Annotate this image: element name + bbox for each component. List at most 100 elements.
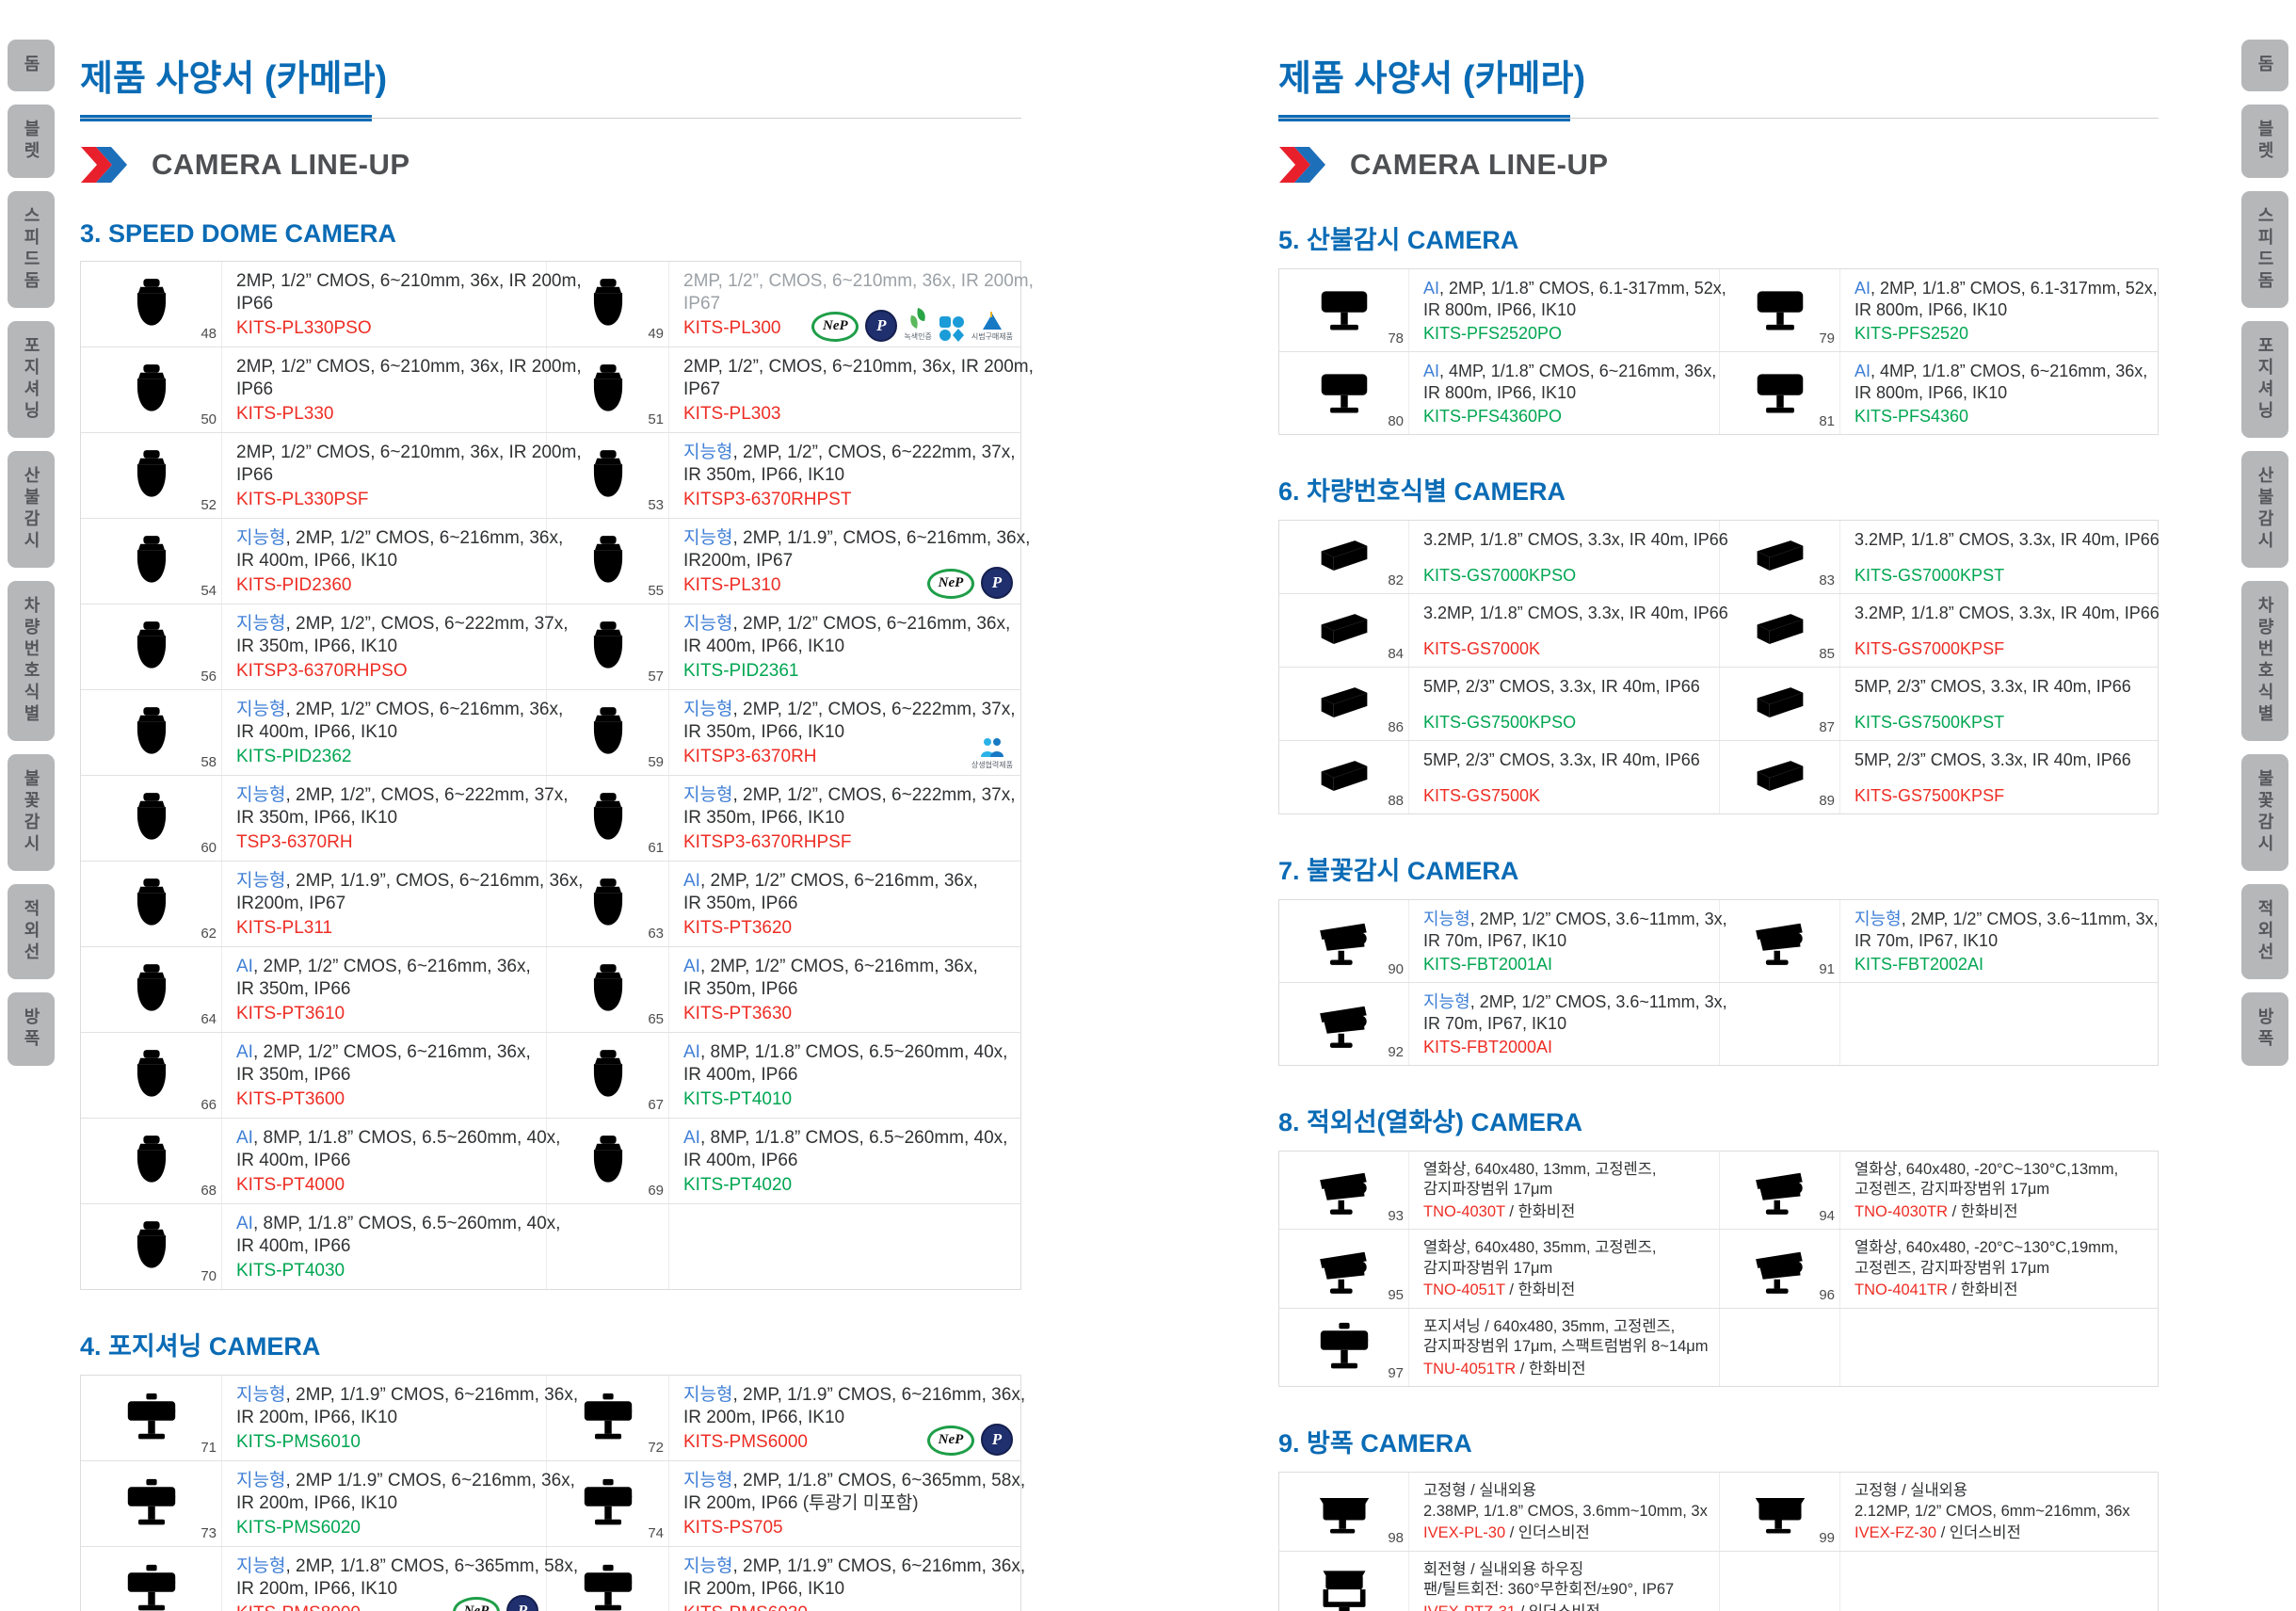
sidebar-tab-스피드돔[interactable]: 스피드돔 — [2241, 191, 2288, 308]
sidebar-tab-돔[interactable]: 돔 — [8, 40, 55, 91]
spec-cell: 지능형, 2MP, 1/2” CMOS, 6~216mm, 36x, IR 40… — [222, 689, 564, 775]
spec-text: 지능형, 2MP, 1/2” CMOS, 6~216mm, 36x, — [236, 699, 564, 719]
lineup-header: CAMERA LINE-UP — [80, 146, 1021, 184]
camera-image-cell: 80 — [1279, 351, 1409, 434]
spec-cell — [1840, 983, 2158, 1065]
model-number: IVEX-FZ-30 / 인더스비전 — [1854, 1524, 2021, 1542]
camera-image-box — [1752, 604, 1808, 656]
camera-image-cell: 67 — [547, 1032, 669, 1118]
table-row: 54 지능형, 2MP, 1/2” CMOS, 6~216mm, 36x, IR… — [81, 518, 1030, 604]
spec-text-line2: 2.38MP, 1/1.8” CMOS, 3.6mm~10mm, 3x — [1423, 1502, 1708, 1520]
camera-image-pos — [580, 1563, 636, 1611]
table-row: 82 3.2MP, 1/1.8” CMOS, 3.3x, IR 40m, IP6… — [1279, 520, 2160, 594]
row-number: 83 — [1819, 572, 1835, 588]
spec-text-line2: IR 350m, IP66, IK10 — [236, 636, 398, 656]
row-number: 88 — [1388, 792, 1404, 809]
camera-image-dome — [580, 449, 636, 502]
camera-image-bullet — [1316, 1164, 1373, 1216]
sidebar-tab-포지셔닝[interactable]: 포지셔닝 — [8, 321, 55, 438]
row-number: 58 — [201, 753, 217, 770]
spec-text-line2: IP67 — [683, 293, 721, 314]
model-number: TNO-4041TR / 한화비전 — [1854, 1281, 2018, 1299]
model-number: KITS-PT4010 — [683, 1088, 793, 1109]
spec-cell: 지능형, 2MP, 1/1.9” CMOS, 6~216mm, 36x, IR … — [222, 1375, 578, 1460]
spec-text-line2: 감지파장범위 17μm — [1423, 1181, 1553, 1199]
sidebar-tab-방폭[interactable]: 방폭 — [8, 992, 55, 1066]
badge-nep-icon: NeP — [927, 568, 974, 599]
sidebar-tab-적외선[interactable]: 적외선 — [2241, 884, 2288, 979]
table-row: 95 열화상, 640x480, 35mm, 고정렌즈, 감지파장범위 17μm… — [1279, 1230, 2158, 1309]
spec-cell: AI, 8MP, 1/1.8” CMOS, 6.5~260mm, 40x, IR… — [222, 1203, 560, 1289]
sidebar-tab-산불감시[interactable]: 산불감시 — [8, 451, 55, 568]
spec-text: AI, 2MP, 1/2” CMOS, 6~216mm, 36x, — [683, 956, 978, 976]
spec-cell: 포지셔닝 / 640x480, 35mm, 고정렌즈, 감지파장범위 17μm,… — [1409, 1308, 1720, 1387]
spec-text: 3.2MP, 1/1.8” CMOS, 3.3x, IR 40m, IP66 — [1423, 603, 1728, 622]
camera-image-dome — [580, 620, 636, 673]
model-number: KITS-PMS8000 — [236, 1603, 537, 1611]
row-number: 64 — [201, 1010, 217, 1027]
camera-type-tag: 지능형 — [683, 442, 733, 462]
spec-text: 지능형, 2MP 1/1.9” CMOS, 6~216mm, 36x, — [236, 1470, 575, 1490]
row-number: 80 — [1388, 412, 1404, 429]
camera-image-dual — [1316, 366, 1373, 419]
spec-text: 지능형, 2MP, 1/1.8” CMOS, 6~365mm, 58x, — [683, 1470, 1026, 1490]
table-row: 66 AI, 2MP, 1/2” CMOS, 6~216mm, 36x, IR … — [81, 1032, 1020, 1119]
product-table: 93 열화상, 640x480, 13mm, 고정렌즈, 감지파장범위 17μm… — [1278, 1150, 2159, 1388]
spec-cell: 지능형, 2MP, 1/1.9” CMOS, 6~216mm, 36x, IR … — [669, 1376, 1025, 1460]
row-number: 74 — [648, 1524, 664, 1541]
camera-section: 9. 방폭 CAMERA 98 고정형 / 실내외용 2.38MP, 1/1.8… — [1278, 1423, 2159, 1611]
model-number: KITS-GS7000KPSO — [1423, 565, 1577, 585]
spec-cell: 회전형 / 실내외용 하우징 팬/틸트회전: 360°무한회전/±90°, IP… — [1409, 1551, 1720, 1611]
certification-badges: NeP P 녹색인증 시범구매제품 — [811, 306, 1013, 342]
spec-text: 회전형 / 실내외용 하우징 — [1423, 1560, 1584, 1578]
badge-pp-icon: P — [865, 309, 898, 342]
row-number: 60 — [201, 839, 217, 856]
row-number: 91 — [1819, 960, 1835, 977]
model-number: KITS-PT4020 — [683, 1174, 793, 1195]
camera-image-cell: 68 — [81, 1118, 222, 1203]
sidebar-tab-스피드돔[interactable]: 스피드돔 — [8, 191, 55, 308]
spec-text: 지능형, 2MP, 1/1.8” CMOS, 6~365mm, 58x, — [236, 1555, 579, 1576]
spec-text: 2MP, 1/2”, CMOS, 6~210mm, 36x, IR 200m, — [683, 270, 1034, 291]
model-number: KITS-FBT2002AI — [1854, 954, 1984, 974]
camera-type-tag: 지능형 — [236, 784, 286, 805]
sidebar-tab-차량번호식별[interactable]: 차량번호식별 — [2241, 581, 2288, 741]
sidebar-tab-블렛[interactable]: 블렛 — [8, 105, 55, 178]
spec-text-line2: IR 350m, IP66, IK10 — [683, 464, 845, 485]
spec-cell: 지능형, 2MP, 1/2”, CMOS, 6~222mm, 37x, IR 3… — [222, 775, 569, 861]
model-number: KITS-PFS2520 — [1854, 323, 1969, 343]
badge-pp-icon: P — [506, 1594, 538, 1611]
sidebar-tab-돔[interactable]: 돔 — [2241, 40, 2288, 91]
camera-image-cell: 55 — [547, 518, 669, 604]
model-number: KITS-GS7000K — [1423, 638, 1541, 658]
product-table: 71 지능형, 2MP, 1/1.9” CMOS, 6~216mm, 36x, … — [80, 1374, 1026, 1611]
camera-image-cell: 48 — [81, 261, 222, 346]
sidebar-tab-불꽃감시[interactable]: 불꽃감시 — [2241, 754, 2288, 871]
table-row: 93 열화상, 640x480, 13mm, 고정렌즈, 감지파장범위 17μm… — [1279, 1151, 2158, 1231]
sidebar-tab-차량번호식별[interactable]: 차량번호식별 — [8, 581, 55, 741]
table-row: 97 포지셔닝 / 640x480, 35mm, 고정렌즈, 감지파장범위 17… — [1279, 1308, 2158, 1387]
camera-image-cell — [547, 1203, 669, 1289]
camera-image-cell: 71 — [81, 1375, 222, 1460]
spec-cell: 지능형, 2MP, 1/2”, CMOS, 6~222mm, 37x, IR 3… — [222, 604, 569, 689]
spec-text-line2 — [1854, 698, 2148, 710]
camera-image-cell: 90 — [1279, 899, 1409, 982]
table-row: 60 지능형, 2MP, 1/2”, CMOS, 6~222mm, 37x, I… — [81, 775, 1020, 862]
sidebar-tab-적외선[interactable]: 적외선 — [8, 884, 55, 979]
sidebar-tab-불꽃감시[interactable]: 불꽃감시 — [8, 754, 55, 871]
spec-cell: 지능형, 2MP, 1/2” CMOS, 3.6~11mm, 3x, IR 70… — [1409, 982, 1727, 1065]
camera-image-dome — [580, 1049, 636, 1102]
spec-text: AI, 2MP, 1/2” CMOS, 6~216mm, 36x, — [236, 1041, 531, 1062]
spec-cell: AI, 8MP, 1/1.8” CMOS, 6.5~260mm, 40x, IR… — [222, 1118, 560, 1203]
row-number: 100 — [1380, 1608, 1404, 1611]
model-number: KITS-GS7500K — [1423, 785, 1541, 805]
camera-type-tag: 지능형 — [236, 870, 286, 891]
spec-text-line2: IR 400m, IP66 — [683, 1150, 798, 1170]
table-row: 58 지능형, 2MP, 1/2” CMOS, 6~216mm, 36x, IR… — [81, 689, 1020, 776]
sidebar-tab-블렛[interactable]: 블렛 — [2241, 105, 2288, 178]
sidebar-tab-포지셔닝[interactable]: 포지셔닝 — [2241, 321, 2288, 438]
sidebar-tab-산불감시[interactable]: 산불감시 — [2241, 451, 2288, 568]
sidebar-tab-방폭[interactable]: 방폭 — [2241, 992, 2288, 1066]
camera-image-cell: 63 — [547, 861, 669, 946]
badge-nep-icon: NeP — [811, 311, 859, 342]
